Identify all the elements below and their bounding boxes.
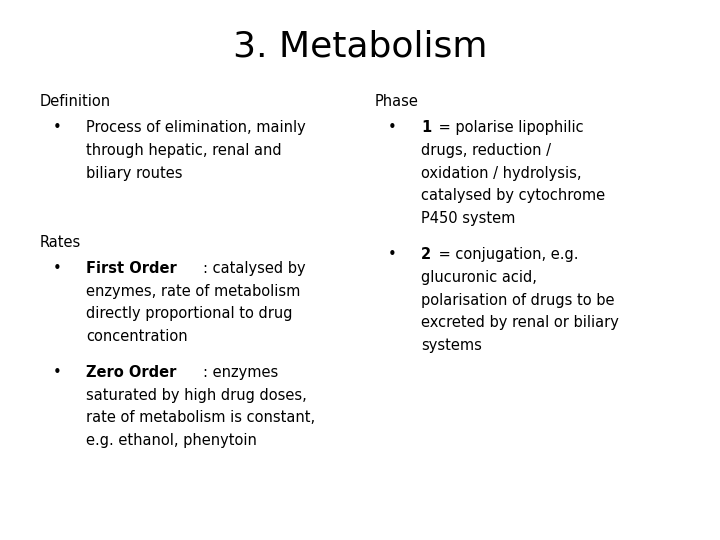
Text: •: • <box>53 261 61 276</box>
Text: Phase: Phase <box>374 94 418 110</box>
Text: •: • <box>387 247 396 262</box>
Text: rate of metabolism is constant,: rate of metabolism is constant, <box>86 410 315 426</box>
Text: = polarise lipophilic: = polarise lipophilic <box>434 120 584 136</box>
Text: polarisation of drugs to be: polarisation of drugs to be <box>421 293 615 308</box>
Text: Rates: Rates <box>40 235 81 250</box>
Text: oxidation / hydrolysis,: oxidation / hydrolysis, <box>421 166 582 181</box>
Text: excreted by renal or biliary: excreted by renal or biliary <box>421 315 619 330</box>
Text: •: • <box>387 120 396 136</box>
Text: : catalysed by: : catalysed by <box>204 261 306 276</box>
Text: •: • <box>53 120 61 136</box>
Text: P450 system: P450 system <box>421 211 516 226</box>
Text: = conjugation, e.g.: = conjugation, e.g. <box>434 247 579 262</box>
Text: Zero Order: Zero Order <box>86 365 177 380</box>
Text: •: • <box>53 365 61 380</box>
Text: 3. Metabolism: 3. Metabolism <box>233 30 487 64</box>
Text: 2: 2 <box>421 247 431 262</box>
Text: : enzymes: : enzymes <box>203 365 278 380</box>
Text: enzymes, rate of metabolism: enzymes, rate of metabolism <box>86 284 301 299</box>
Text: First Order: First Order <box>86 261 177 276</box>
Text: glucuronic acid,: glucuronic acid, <box>421 270 537 285</box>
Text: saturated by high drug doses,: saturated by high drug doses, <box>86 388 307 403</box>
Text: through hepatic, renal and: through hepatic, renal and <box>86 143 282 158</box>
Text: biliary routes: biliary routes <box>86 166 183 181</box>
Text: catalysed by cytochrome: catalysed by cytochrome <box>421 188 606 204</box>
Text: Process of elimination, mainly: Process of elimination, mainly <box>86 120 306 136</box>
Text: directly proportional to drug: directly proportional to drug <box>86 306 293 321</box>
Text: drugs, reduction /: drugs, reduction / <box>421 143 552 158</box>
Text: systems: systems <box>421 338 482 353</box>
Text: 1: 1 <box>421 120 431 136</box>
Text: e.g. ethanol, phenytoin: e.g. ethanol, phenytoin <box>86 433 257 448</box>
Text: Definition: Definition <box>40 94 111 110</box>
Text: concentration: concentration <box>86 329 188 344</box>
